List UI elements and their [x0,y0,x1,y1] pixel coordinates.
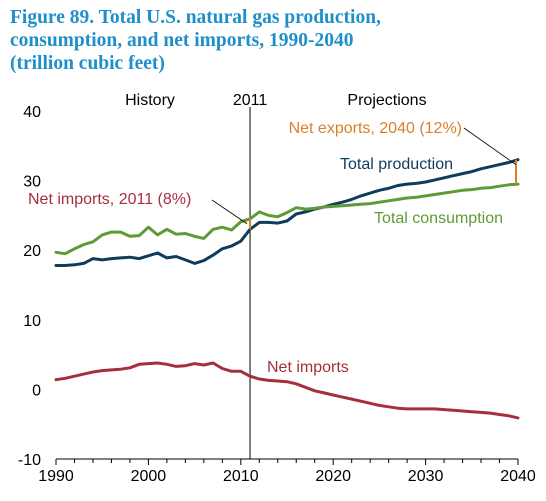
chart-annotations: History Projections Net exports, 2040 (12%… [28,92,517,376]
series-line-total-consumption [54,182,520,256]
y-tick-label-10: 10 [23,313,41,330]
annotation-history: History [125,92,175,109]
y-tick-label-30: 30 [23,174,41,191]
annotation-net-imports: Net imports [267,359,349,376]
annotation-net-imports-2011-8: Net imports, 2011 (8%) [28,191,191,208]
x-tick-label-2010: 2010 [223,468,259,485]
x-tick-label-2040: 2040 [500,468,536,485]
x-tick-label-2030: 2030 [408,468,444,485]
chart-title-line-1: Figure 89. Total U.S. natural gas produc… [10,7,381,28]
series-line-net-imports [54,361,520,420]
net-exports-leader-line [463,127,517,166]
annotation-net-exports-2040-12: Net exports, 2040 (12%) [289,120,462,137]
y-tick-label--10: -10 [18,452,41,469]
net-imports-2011-leader-line [211,199,248,225]
series-line-total-production [54,158,520,267]
annotation-total-production: Total production [340,156,453,173]
annotation-projections: Projections [347,92,426,109]
y-tick-label-40: 40 [23,104,41,121]
annotation-total-consumption: Total consumption [374,210,503,227]
divider-year-label: 2011 [233,92,268,109]
chart-title-line-2: consumption, and net imports, 1990-2040 [10,30,354,51]
y-tick-label-20: 20 [23,243,41,260]
x-tick-label-2000: 2000 [131,468,167,485]
y-tick-label-0: 0 [32,382,41,399]
x-tick-label-2020: 2020 [315,468,351,485]
chart-title-line-3: (trillion cubic feet) [10,53,165,74]
chart-title: Figure 89. Total U.S. natural gas produc… [10,6,530,75]
x-tick-label-1990: 1990 [38,468,74,485]
chart-series [54,158,520,420]
